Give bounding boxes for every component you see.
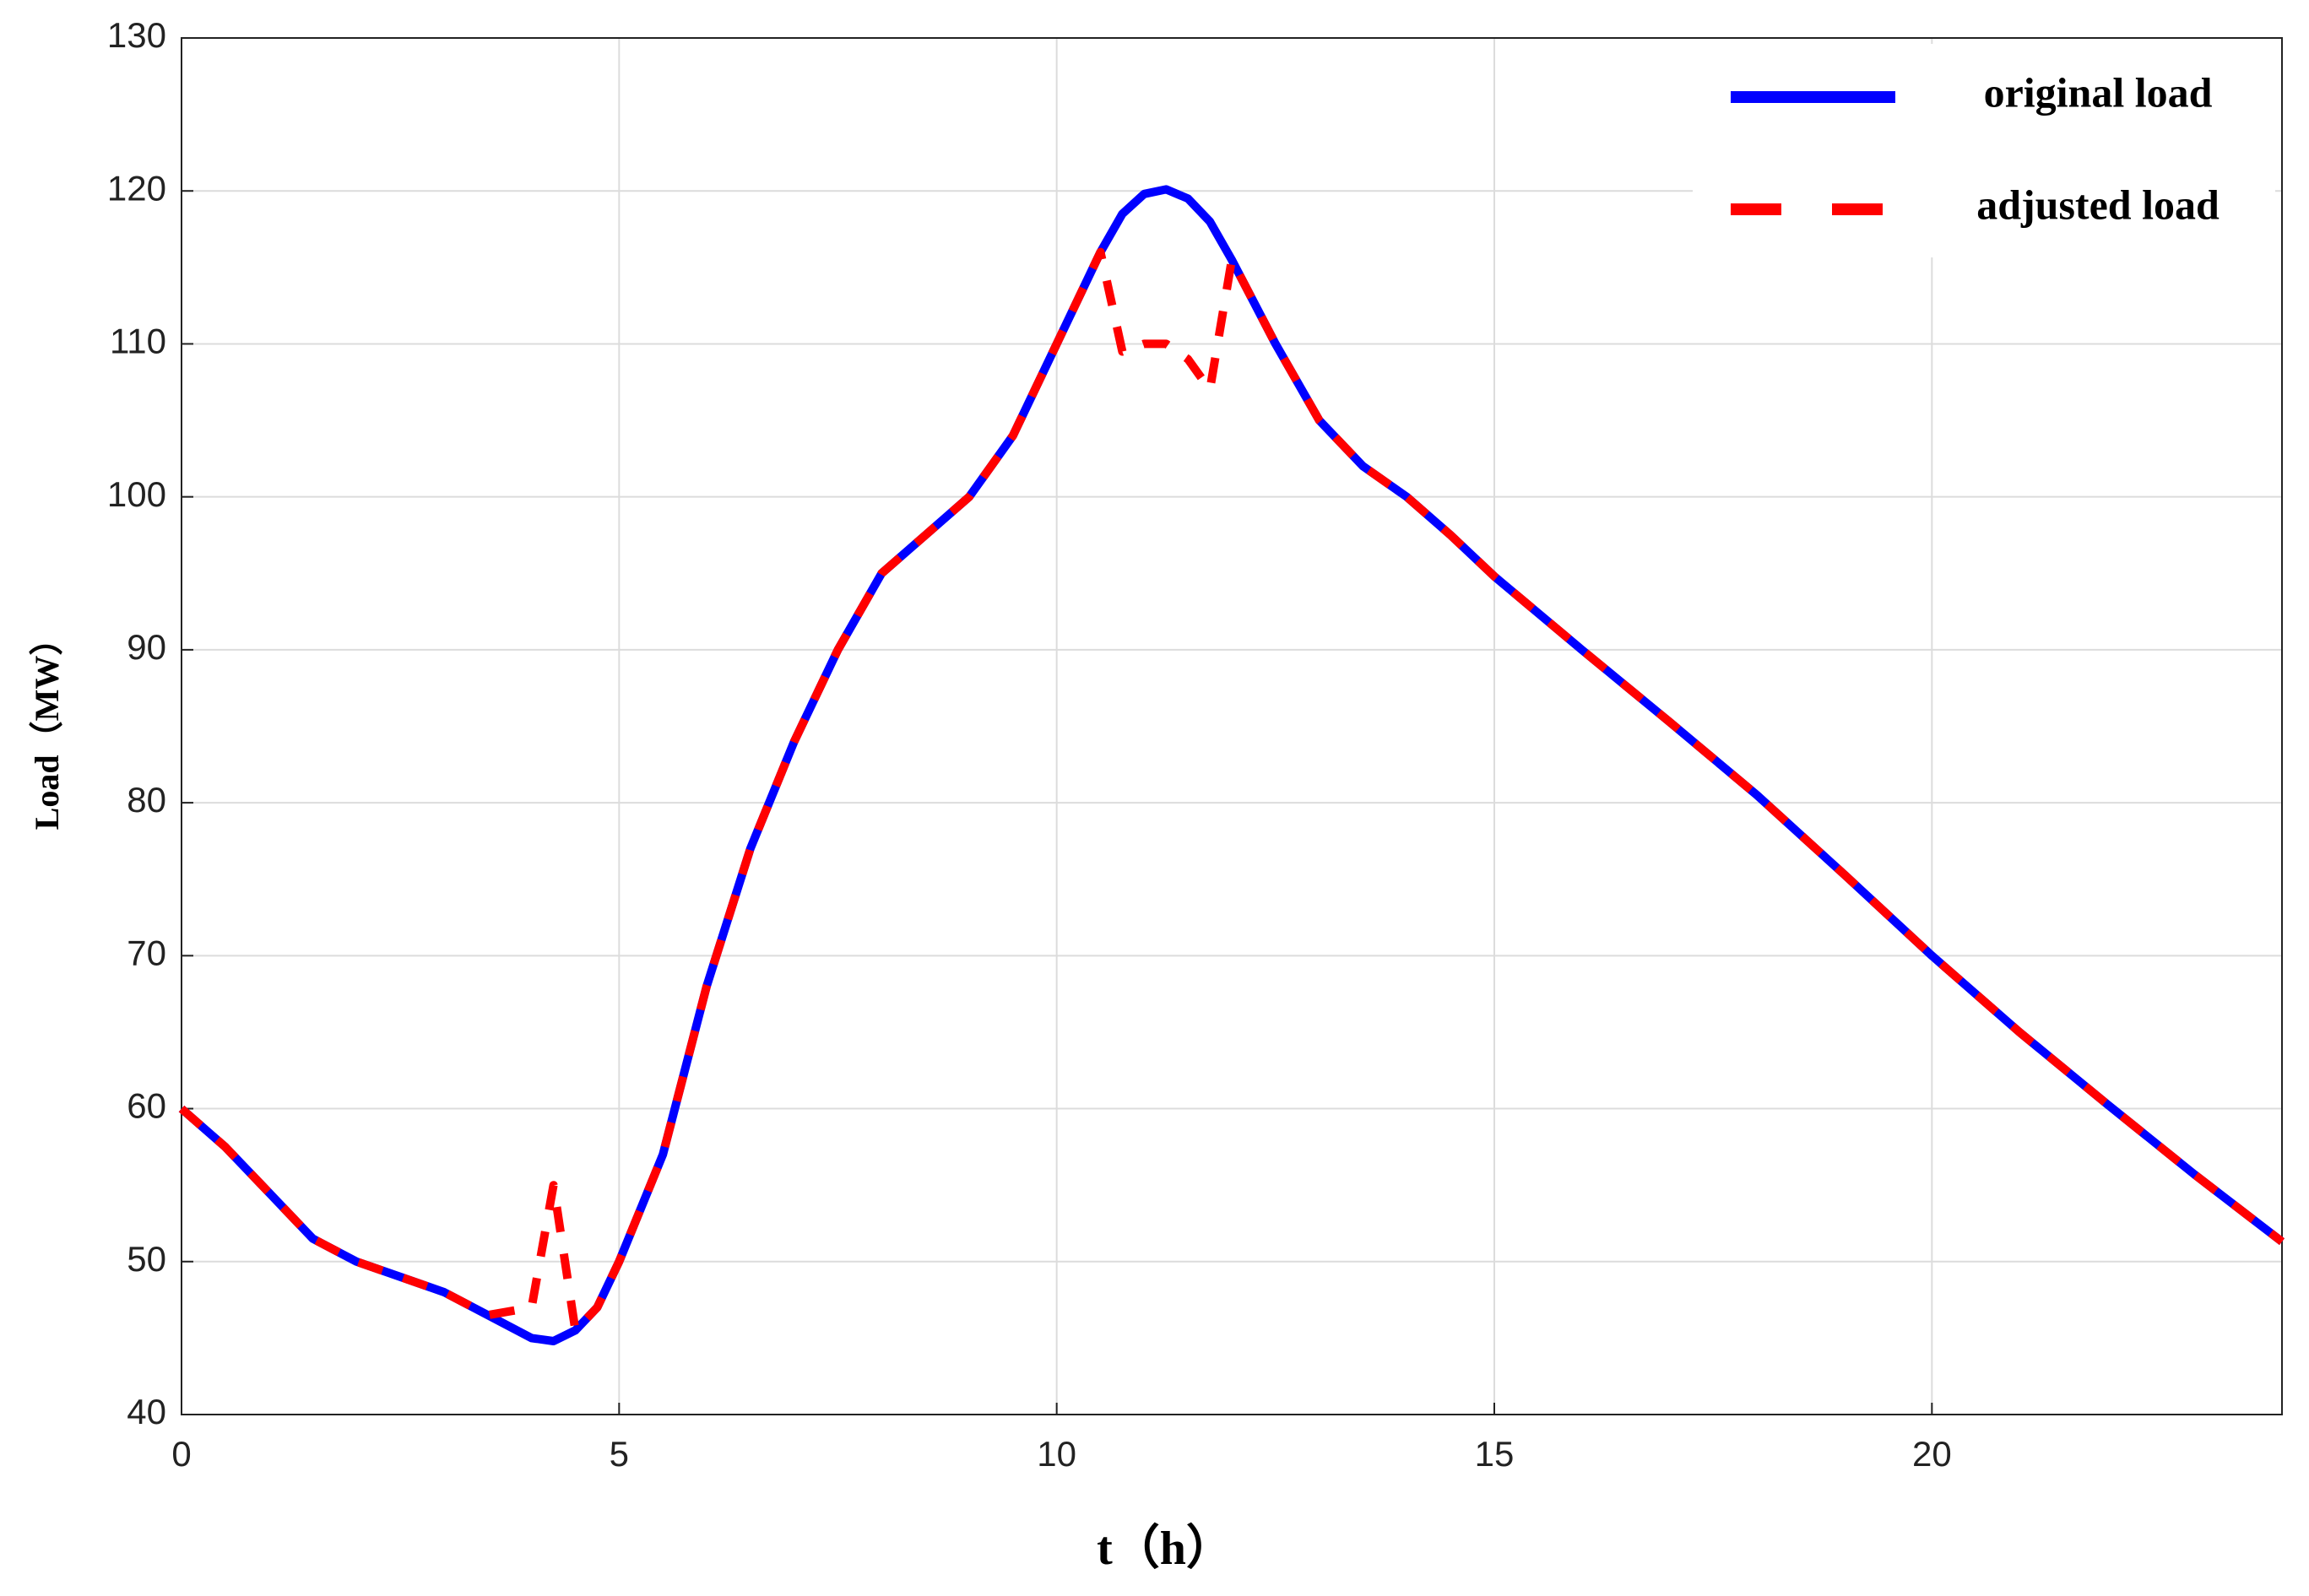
y-tick-label: 60 — [127, 1086, 166, 1126]
x-tick-label: 10 — [1037, 1434, 1076, 1474]
x-tick-label: 20 — [1912, 1434, 1952, 1474]
legend-label: original load — [1984, 68, 2213, 116]
x-tick-label: 5 — [610, 1434, 629, 1474]
y-tick-label: 120 — [107, 168, 166, 208]
y-tick-label: 100 — [107, 474, 166, 514]
y-tick-label: 110 — [110, 322, 166, 361]
x-axis-label: t（h） — [1097, 1522, 1233, 1575]
plot-frame — [181, 37, 2283, 1415]
y-axis-label: Load（MW） — [28, 622, 66, 830]
series-line — [178, 247, 2285, 1335]
y-tick-label: 40 — [127, 1392, 166, 1431]
x-tick-label: 0 — [171, 1434, 191, 1474]
legend-box — [1693, 44, 2275, 257]
legend-label: adjusted load — [1976, 181, 2220, 228]
y-tick-label: 50 — [127, 1239, 166, 1279]
y-tick-label: 80 — [127, 780, 166, 820]
y-tick-label: 130 — [107, 15, 166, 55]
x-tick-label: 15 — [1475, 1434, 1515, 1474]
y-tick-label: 90 — [127, 627, 166, 667]
y-tick-label: 70 — [127, 933, 166, 972]
